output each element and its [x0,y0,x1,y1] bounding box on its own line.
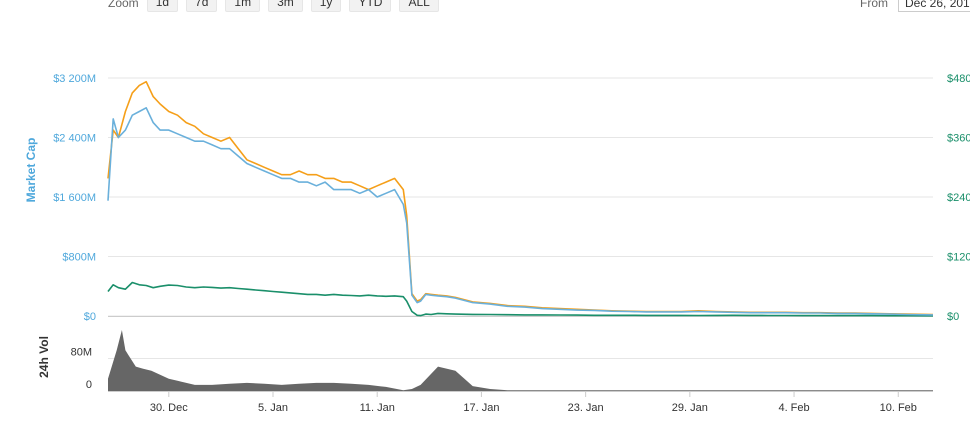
volume-area [108,330,933,391]
x-axis-tick-label: 29. Jan [672,402,708,414]
zoom-ytd-button[interactable]: YTD [349,0,392,12]
volume-axis-title: 24h Vol [37,336,51,378]
right-axis-tick-label: $240 [947,192,970,204]
right-axis-tick-label: $120 [947,252,970,264]
left-axis-ticks: $0 $800M $1 600M $2 400M $3 200M [53,73,96,323]
volume-axis-tick-label: 0 [86,379,92,391]
volume-series [108,330,933,391]
volume-axis-ticks: 0 80M [71,346,92,391]
zoom-1y-button[interactable]: 1y [310,0,342,12]
from-label: From [860,0,888,10]
x-axis-ticks: 30. Dec 5. Jan 11. Jan 17. Jan 23. Jan 29. Ja… [150,392,917,414]
left-axis-tick-label: $1 600M [53,192,96,204]
x-axis-tick-label: 23. Jan [568,402,604,414]
zoom-1d-button[interactable]: 1d [146,0,179,12]
x-axis-tick-label: 10. Feb [880,402,917,414]
price-series [107,80,934,317]
left-axis-tick-label: $3 200M [53,73,96,85]
series-line-2 [107,107,934,316]
date-range-from: From Dec 26, 2017 [860,0,970,12]
zoom-3m-button[interactable]: 3m [268,0,303,12]
x-axis-tick-label: 4. Feb [778,402,809,414]
x-axis-tick-label: 11. Jan [360,402,395,414]
left-axis-tick-label: $800M [62,252,96,264]
left-axis-tick-label: $0 [84,311,96,323]
zoom-all-button[interactable]: ALL [399,0,439,12]
right-axis-tick-label: $480 [947,73,970,85]
right-axis-tick-label: $0 [947,311,959,323]
zoom-1m-button[interactable]: 1m [225,0,261,12]
volume-axis-tick-label: 80M [71,346,92,358]
right-axis-tick-label: $360 [947,133,970,145]
market-cap-axis-title: Market Cap [24,138,38,203]
from-date-input[interactable]: Dec 26, 2017 [898,0,970,12]
left-axis-tick-label: $2 400M [53,133,96,145]
zoom-label: Zoom [108,0,139,10]
x-axis-tick-label: 30. Dec [150,402,188,414]
zoom-7d-button[interactable]: 7d [186,0,218,12]
zoom-bar: Zoom 1d 7d 1m 3m 1y YTD ALL [108,0,447,12]
series-line-1 [107,80,934,316]
x-axis-tick-label: 5. Jan [258,402,288,414]
grid-lines [108,77,933,392]
series-line-0 [107,281,934,317]
right-axis-ticks: $0 $120 $240 $360 $480 [947,73,970,323]
x-axis-tick-label: 17. Jan [463,402,499,414]
